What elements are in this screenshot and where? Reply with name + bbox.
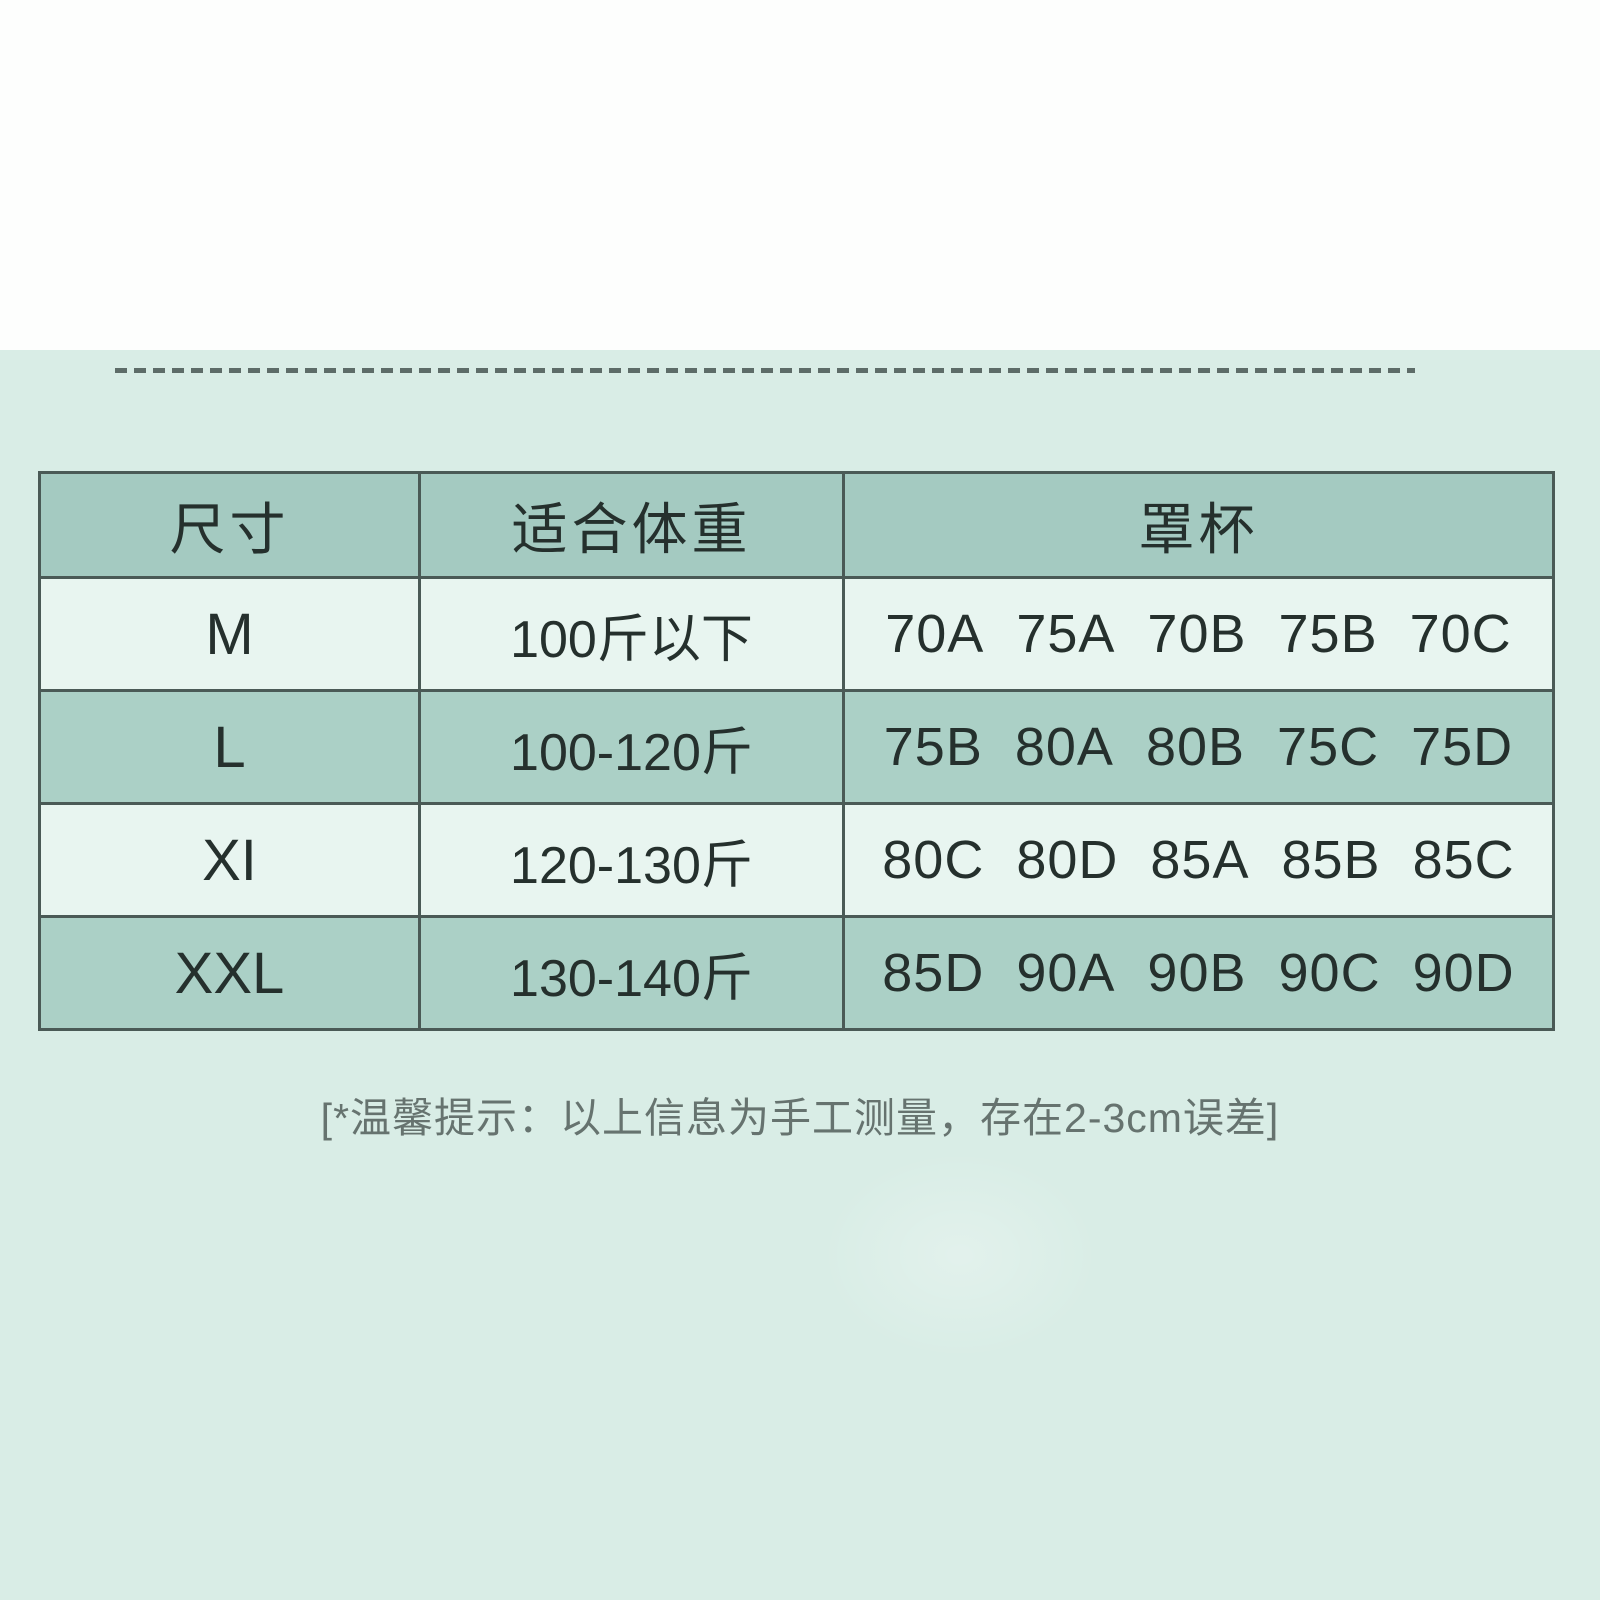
column-header-size: 尺寸	[38, 471, 421, 579]
cup-size: 75D	[1411, 717, 1514, 777]
cup-size: 90A	[1016, 943, 1116, 1003]
cup-cell: 70A 75A 70B 75B 70C	[841, 576, 1556, 692]
dashed-divider	[115, 368, 1415, 373]
cup-list: 80C 80D 85A 85B 85C	[845, 829, 1552, 891]
cup-size: 85D	[882, 943, 985, 1003]
size-cell: M	[38, 576, 421, 692]
cup-size: 70A	[885, 604, 985, 664]
cup-size: 90B	[1147, 943, 1247, 1003]
table-row: XXL 130-140斤 85D 90A 90B 90C 90D	[38, 915, 1556, 1031]
cup-size: 80A	[1014, 717, 1114, 777]
cup-cell: 85D 90A 90B 90C 90D	[841, 915, 1556, 1031]
weight-cell: 120-130斤	[418, 802, 845, 918]
table-row: XI 120-130斤 80C 80D 85A 85B 85C	[38, 802, 1556, 918]
cup-size: 75B	[1278, 604, 1378, 664]
cup-size: 85C	[1412, 830, 1515, 890]
cup-size: 85B	[1281, 830, 1381, 890]
weight-cell: 100斤以下	[418, 576, 845, 692]
cup-cell: 75B 80A 80B 75C 75D	[841, 689, 1556, 805]
cup-size: 75A	[1016, 604, 1116, 664]
table-row: L 100-120斤 75B 80A 80B 75C 75D	[38, 689, 1556, 805]
cup-size: 80D	[1016, 830, 1119, 890]
size-cell: XI	[38, 802, 421, 918]
table-header-row: 尺寸 适合体重 罩杯	[38, 471, 1556, 579]
weight-cell: 130-140斤	[418, 915, 845, 1031]
column-header-cup: 罩杯	[841, 471, 1556, 579]
top-white-band	[0, 0, 1600, 350]
cup-size: 90D	[1412, 943, 1515, 1003]
size-cell: XXL	[38, 915, 421, 1031]
cup-size: 90C	[1278, 943, 1381, 1003]
weight-cell: 100-120斤	[418, 689, 845, 805]
size-chart-table: 尺寸 适合体重 罩杯 M 100斤以下 70A 75A 70B 75B 70C …	[38, 471, 1556, 1031]
cup-size: 80C	[882, 830, 985, 890]
cup-size: 75B	[883, 717, 983, 777]
table-row: M 100斤以下 70A 75A 70B 75B 70C	[38, 576, 1556, 692]
cup-size: 80B	[1145, 717, 1246, 777]
cup-size: 85A	[1150, 830, 1250, 890]
cup-list: 75B 80A 80B 75C 75D	[845, 716, 1552, 778]
cup-cell: 80C 80D 85A 85B 85C	[841, 802, 1556, 918]
watermark-highlight	[820, 1150, 1100, 1360]
cup-size: 70B	[1147, 604, 1247, 664]
note-text: [*温馨提示：以上信息为手工测量，存在2-3cm误差]	[320, 1095, 1280, 1141]
cup-list: 70A 75A 70B 75B 70C	[845, 603, 1552, 665]
column-header-weight: 适合体重	[418, 471, 845, 579]
cup-size: 75C	[1277, 717, 1380, 777]
cup-list: 85D 90A 90B 90C 90D	[845, 942, 1552, 1004]
size-cell: L	[38, 689, 421, 805]
cup-size: 70C	[1409, 604, 1512, 664]
